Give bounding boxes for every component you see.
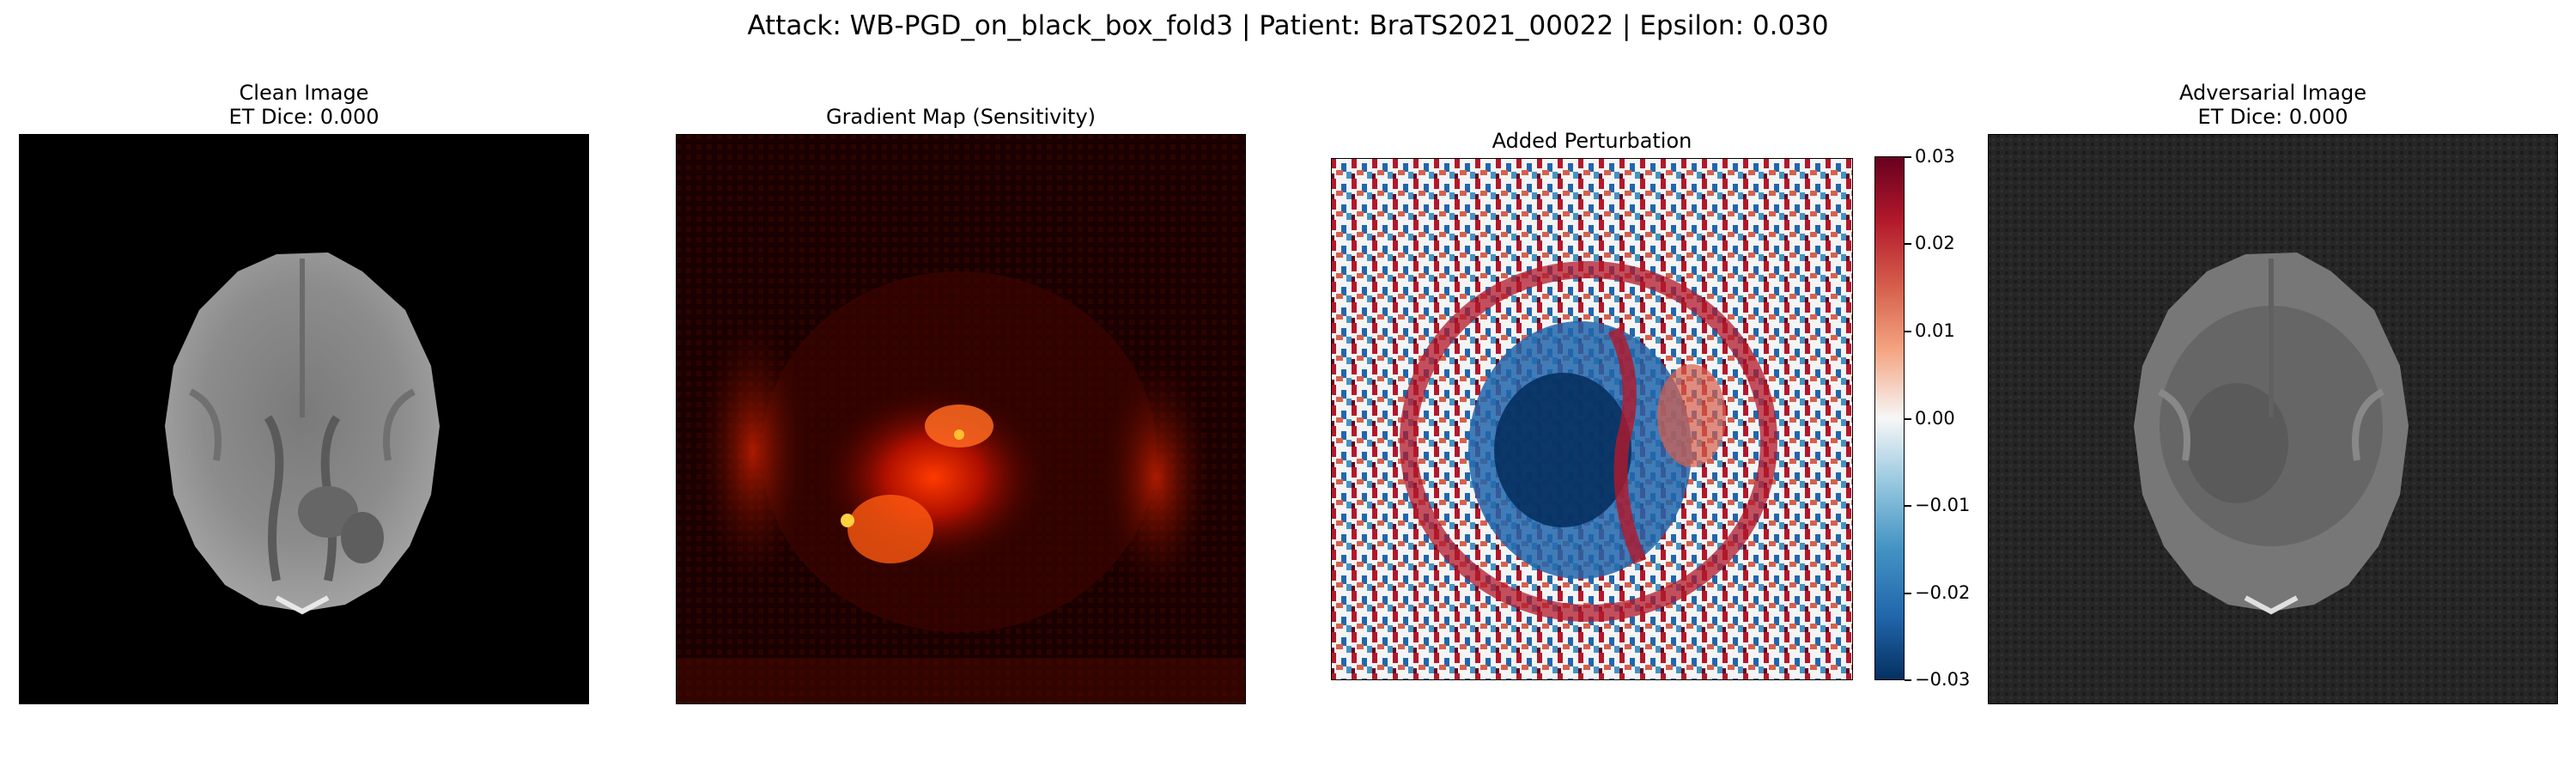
colorbar-tick-label: 0.02 <box>1915 233 1955 253</box>
gradient-map-title-line1: Gradient Map (Sensitivity) <box>825 105 1097 129</box>
clean-image-dice: ET Dice: 0.000 <box>228 105 380 129</box>
adversarial-image-title: Adversarial Image ET Dice: 0.000 <box>1988 81 2558 129</box>
clean-brain-svg <box>165 253 440 615</box>
adversarial-brain-svg <box>1988 134 2558 704</box>
colorbar-tick <box>1905 418 1911 420</box>
colorbar-tick-label: −0.02 <box>1915 582 1971 603</box>
colorbar-tick <box>1905 679 1911 681</box>
colorbar-tick <box>1905 156 1911 158</box>
colorbar-tick <box>1905 505 1911 507</box>
clean-image-title-line1: Clean Image <box>239 81 369 105</box>
perturbation-map <box>1331 158 1853 680</box>
perturbation-svg <box>1331 158 1853 680</box>
gradient-map <box>676 134 1246 704</box>
colorbar-tick <box>1905 331 1911 332</box>
figure-suptitle: Attack: WB-PGD_on_black_box_fold3 | Pati… <box>747 10 1829 41</box>
perturbation-title-line1: Added Perturbation <box>1492 129 1692 153</box>
clean-image <box>19 134 589 704</box>
adversarial-image <box>1988 134 2558 704</box>
colorbar-tick-label: 0.01 <box>1915 320 1955 341</box>
colorbar-tick <box>1905 243 1911 245</box>
clean-image-title: Clean Image ET Dice: 0.000 <box>19 81 589 129</box>
colorbar-tick-label: −0.01 <box>1915 495 1971 515</box>
adversarial-image-dice: ET Dice: 0.000 <box>2197 105 2348 129</box>
adversarial-image-title-line1: Adversarial Image <box>2179 81 2366 105</box>
colorbar-tick-label: −0.03 <box>1915 669 1971 690</box>
colorbar-tick-label: 0.03 <box>1915 146 1955 167</box>
gradient-map-title: Gradient Map (Sensitivity) <box>676 105 1246 129</box>
colorbar-tick <box>1905 593 1911 594</box>
colorbar-tick-label: 0.00 <box>1915 408 1955 429</box>
perturbation-colorbar <box>1874 156 1905 680</box>
gradient-map-svg <box>676 134 1246 704</box>
perturbation-title: Added Perturbation <box>1331 129 1853 153</box>
